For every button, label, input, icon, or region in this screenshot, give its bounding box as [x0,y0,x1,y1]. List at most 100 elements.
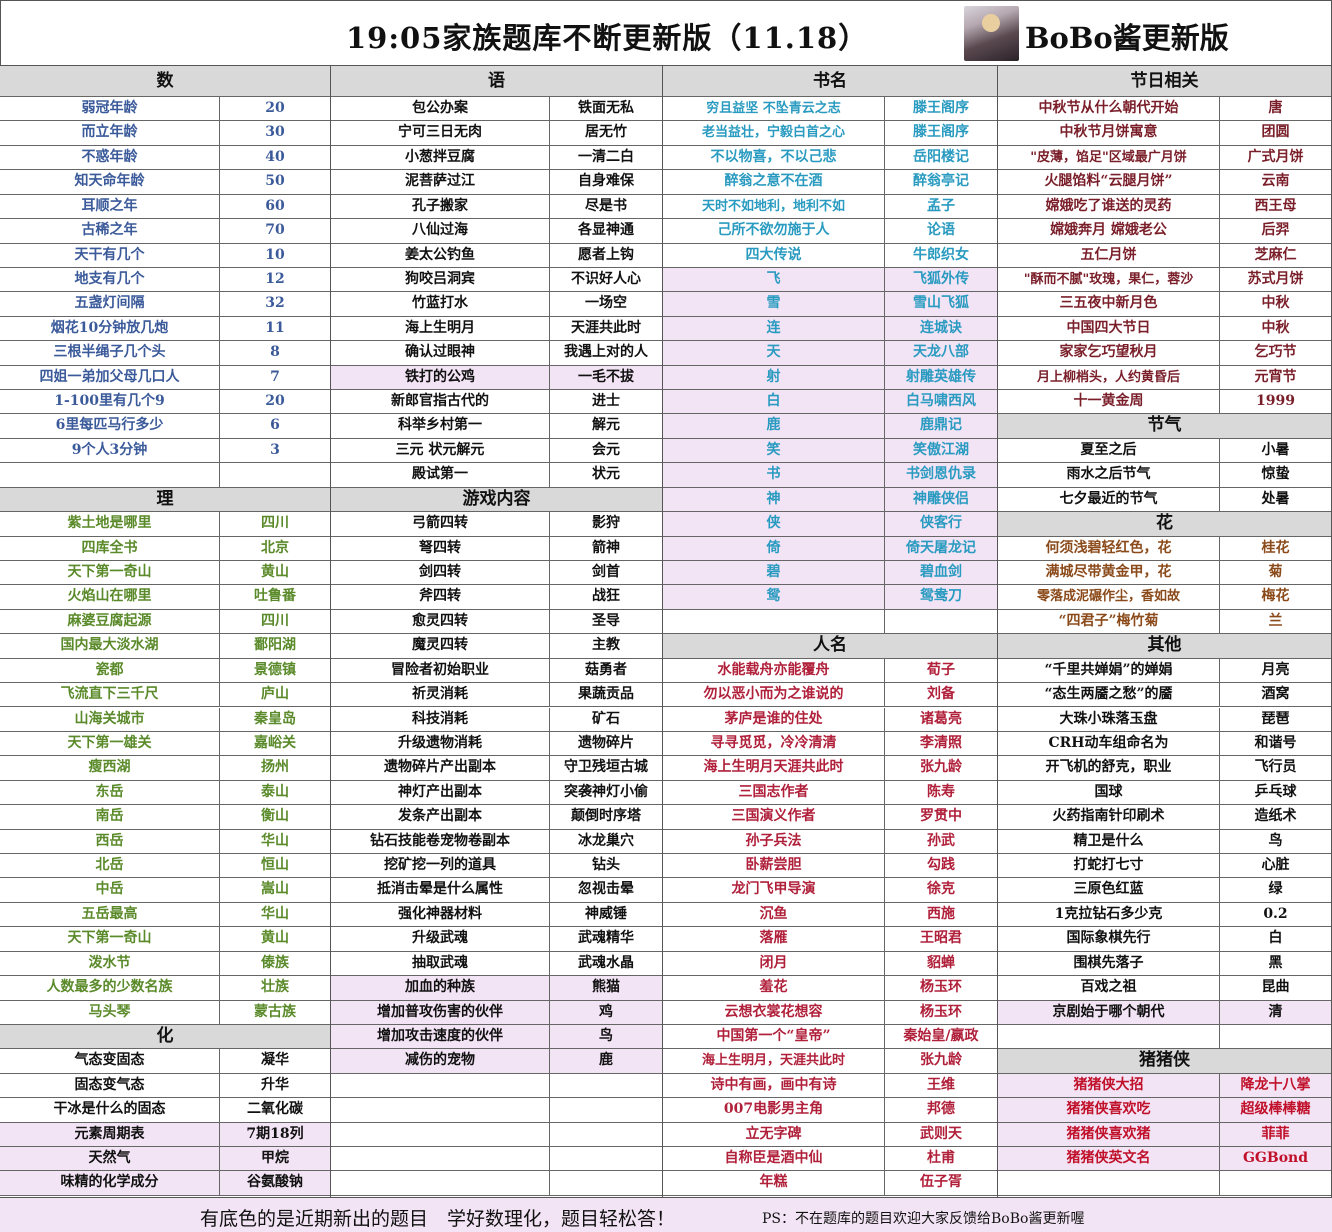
table-row: 火药指南针印刷术 造纸术 [998,805,1331,830]
section-title: 语 [488,71,505,91]
answer-cell: 滕王阁序 [913,100,969,116]
table-row: "酥而不腻"玫瑰，果仁，蓉沙 苏式月饼 [998,267,1331,293]
answer-cell: 神雕侠侣 [913,490,969,507]
answer-cell: 罗贯中 [920,808,962,825]
question-cell: 孙子兵法 [663,829,885,853]
table-row: 茅庐是谁的住处 诸葛亮 [663,707,997,732]
table-row: 气态变固态 凝华 [0,1049,330,1074]
table-row: 穷且益坚 不坠青云之志 滕王阁序 [663,97,997,122]
table-row: 魔灵四转 主教 [331,634,662,659]
question-cell: 元素周期表 [0,1122,220,1147]
question-cell: 天 [663,341,885,365]
answer-cell: 影狩 [592,515,620,532]
answer-cell: 乒乓球 [1254,783,1297,800]
table-row: 猪猪侠大招 降龙十八掌 [998,1073,1331,1099]
section-title: 猪猪侠 [1139,1050,1190,1071]
answer-cell: 醉翁亭记 [913,173,969,190]
table-row: 火腿馅料“云腿月饼” 云南 [998,170,1331,195]
table-row: 三国志作者 陈寿 [663,780,997,806]
answer-cell [550,1074,662,1097]
table-row: “千里共婵娟”的婵娟 月亮 [998,658,1331,684]
table-row: 大珠小珠落玉盘 琵琶 [998,707,1331,732]
table-row: 国际象棋先行 白 [998,927,1331,952]
answer-cell: 黑 [1268,954,1283,971]
question-cell: 海上生明月 [331,316,550,341]
table-row: 神灯产出副本 突袭神灯小偷 [331,780,662,806]
question-cell: 飞 [663,267,885,292]
question-cell: 祈灵消耗 [331,683,550,707]
table-row: 中国四大节日 中秋 [998,316,1331,342]
table-row [331,1098,662,1123]
question-cell: 地支有几个 [0,267,220,292]
table-row: 斧四转 战狂 [331,585,662,610]
question-cell: 不惑年龄 [0,145,220,170]
question-cell: 弱冠年龄 [0,97,220,121]
title-bar: 19:05家族题库不断更新版（11.18） BoBo酱更新版 [0,0,1332,66]
table-row: 三元 状元解元 会元 [331,438,662,464]
brand-label: BoBo酱更新版 [1025,21,1229,55]
table-row: 1-100里有几个9 20 [0,390,330,415]
question-cell: 国球 [998,780,1220,805]
answer-cell [550,1171,662,1194]
section-header: 游戏内容 [331,487,662,513]
table-row: 鹿 鹿鼎记 [663,414,997,439]
table-row: 火焰山在哪里 吐鲁番 [0,585,330,610]
answer-cell: 鄱阳湖 [254,637,296,654]
table-row: 国内最大淡水湖 鄱阳湖 [0,634,330,659]
question-cell: 三国志作者 [663,780,885,805]
answer-cell: 恒山 [261,857,289,874]
answer-cell: GGBond [1242,1150,1309,1167]
answer-cell: 鸡 [599,1003,613,1020]
answer-cell: 一场空 [585,295,627,312]
answer-cell: 琵琶 [1261,710,1290,727]
question-cell [331,1098,550,1122]
question-cell: 羞花 [663,976,885,1000]
table-row: 围棋先落子 黑 [998,951,1331,977]
question-cell: 老当益壮，宁毅白首之心 [663,121,885,145]
table-row: 七夕最近的节气 处暑 [998,487,1331,513]
question-cell: “四君子”梅竹菊 [998,609,1220,634]
answer-cell: 貂蝉 [927,954,955,971]
answer-cell: 战狂 [592,588,620,605]
answer-cell: 尽是书 [585,197,627,214]
question-cell: 国内最大淡水湖 [0,634,220,658]
question-cell: 古稀之年 [0,219,220,243]
answer-cell: 守卫残垣古城 [564,759,648,776]
question-cell: 天下第一奇山 [0,927,220,951]
table-row: 天下第一奇山 黄山 [0,560,330,586]
answer-cell: 团圆 [1261,124,1290,141]
section-title: 其他 [1147,635,1182,656]
table-row: 9个人3分钟 3 [0,438,330,464]
table-row: 北岳 恒山 [0,854,330,879]
section-title: 理 [156,488,174,509]
section-title: 节日相关 [1130,71,1199,91]
question-cell: 穷且益坚 不坠青云之志 [663,97,885,121]
question-cell: 殿试第一 [331,463,550,487]
question-cell: 中岳 [0,878,220,902]
answer-cell: 20 [265,393,285,410]
answer-cell: 菊 [1268,563,1283,580]
question-cell: 五盏灯间隔 [0,292,220,316]
question-cell: 1克拉钻石多少克 [998,902,1220,927]
answer-cell: 张九龄 [920,759,962,776]
question-cell: 狗咬吕洞宾 [331,267,550,292]
question-cell: 遗物碎片产出副本 [331,756,550,780]
question-cell: 开飞机的舒克，职业 [998,756,1220,780]
answer-cell: 秦始皇/嬴政 [903,1027,979,1044]
table-row: 弩四转 箭神 [331,536,662,561]
question-cell: 侠 [663,512,885,536]
answer-cell: 侠客行 [920,515,962,532]
table-row: 科举乡村第一 解元 [331,414,662,439]
question-cell: 猪猪侠英文名 [998,1147,1220,1171]
answer-cell: 飞行员 [1254,759,1297,776]
answer-cell: 陈寿 [927,783,955,800]
question-cell: 满城尽带黄金甲，花 [998,560,1220,585]
question-cell [331,1171,550,1195]
table-row: 零落成泥碾作尘，香如故 梅花 [998,585,1331,610]
answer-cell: 矿石 [592,710,620,727]
answer-cell: 7 [270,368,280,385]
answer-cell: 剑首 [592,563,620,580]
question-cell: 嫦娥吃了谁送的灵药 [998,194,1220,219]
section-header: 其他 [998,634,1331,659]
column-group: 数弱冠年龄 20 而立年龄 30 不惑年龄 40 知天命年龄 50 耳顺之年 60 古稀之年 70 天干… [0,66,331,1197]
